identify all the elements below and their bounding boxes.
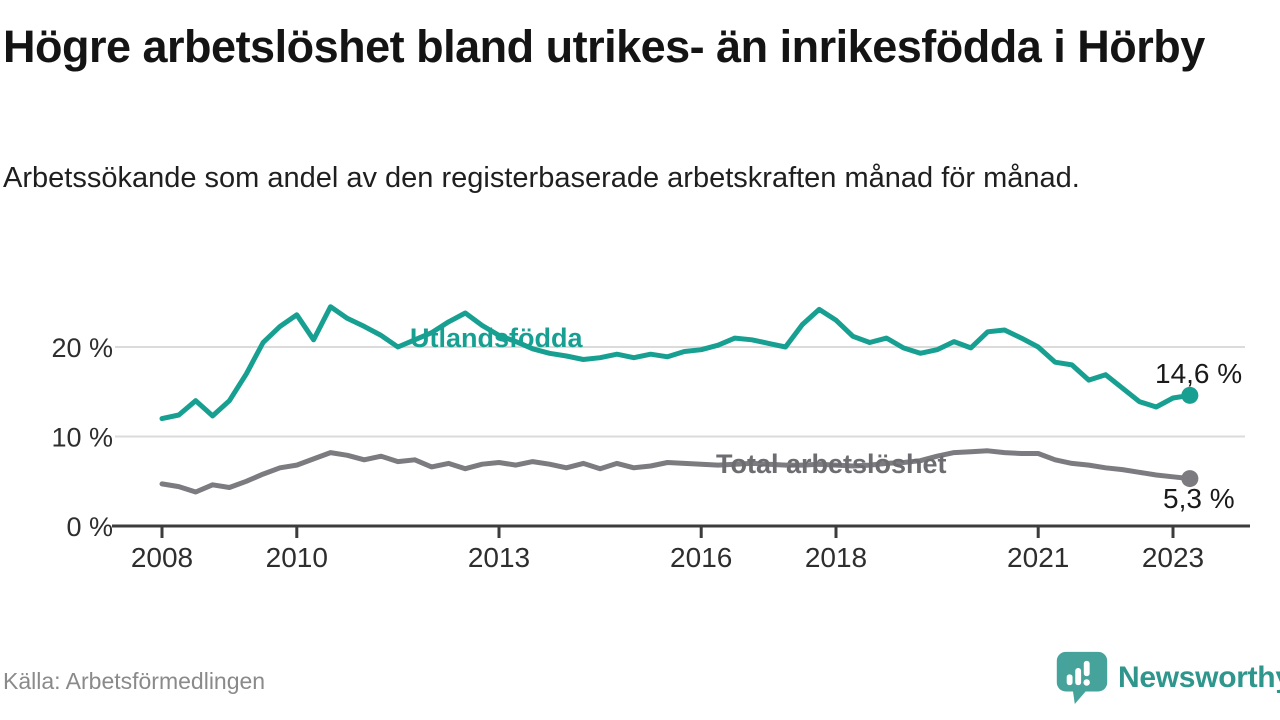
speech-bubble-bar-chart-icon <box>1056 651 1108 705</box>
series-end-dot <box>1181 470 1199 488</box>
series-label: Utlandsfödda <box>410 323 583 353</box>
unemployment-line-chart: 2008 2010 2013 2016 2018 2021 2023 0 % 10 % 20 % U… <box>51 304 1250 573</box>
page-subtitle: Arbetssökande som andel av den registerb… <box>3 162 1080 194</box>
source-label: Källa: Arbetsförmedlingen <box>3 668 266 694</box>
series-end-dot <box>1181 386 1199 404</box>
x-tick-label: 2010 <box>266 542 328 573</box>
x-tick-label: 2018 <box>805 542 867 573</box>
x-tick-label: 2023 <box>1142 542 1204 573</box>
newsworthy-logo: Newsworthy <box>1055 650 1280 705</box>
series-end-value: 14,6 % <box>1155 358 1242 389</box>
y-tick-label: 20 % <box>51 333 113 363</box>
newsworthy-logo-text: Newsworthy <box>1118 660 1280 694</box>
series-line-total <box>159 448 1193 495</box>
y-tick-label: 0 % <box>66 512 113 542</box>
page-title: Högre arbetslöshet bland utrikes- än inr… <box>3 21 1205 72</box>
y-tick-label: 10 % <box>51 423 113 453</box>
series-label: Total arbetslöshet <box>716 449 947 479</box>
x-tick-label: 2013 <box>468 542 530 573</box>
x-tick-label: 2021 <box>1007 542 1069 573</box>
x-tick-label: 2008 <box>131 542 193 573</box>
x-tick-label: 2016 <box>670 542 732 573</box>
series-line-utlandsfodda <box>159 304 1193 422</box>
series-end-value: 5,3 % <box>1163 483 1235 514</box>
